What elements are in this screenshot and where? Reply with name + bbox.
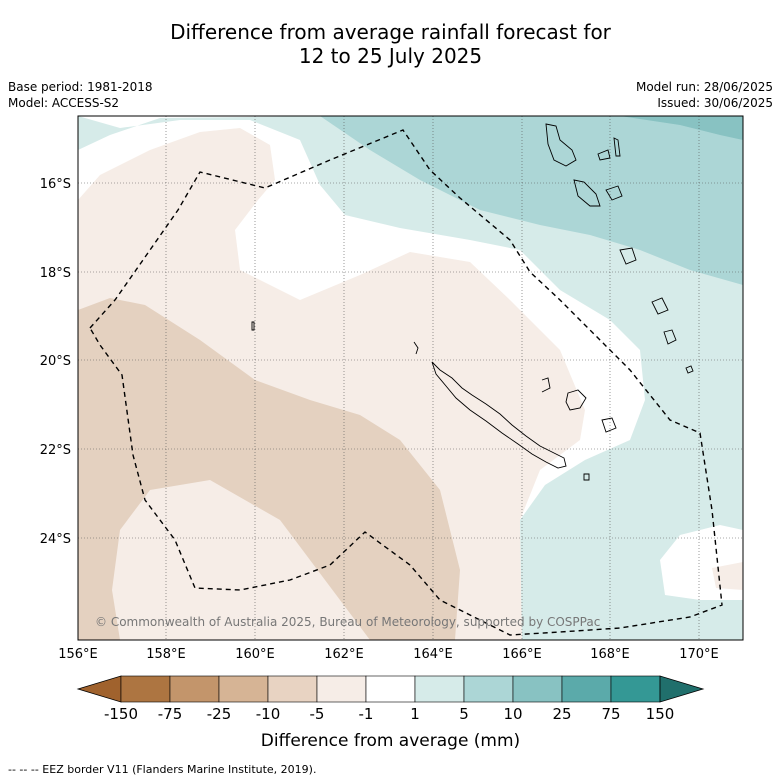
colorbar-segment [561, 675, 612, 703]
colorbar [76, 675, 705, 703]
colorbar-extend-low [76, 675, 122, 703]
lat-tick-label: 24°S [40, 532, 71, 547]
colorbar-label: 25 [552, 705, 572, 723]
matthew-hunter-islands [685, 365, 694, 374]
lon-tick-label: 160°E [235, 647, 275, 662]
colorbar-segment [218, 675, 269, 703]
colorbar-label: -1 [358, 705, 374, 723]
erromango [619, 247, 637, 265]
new-caledonia-coastline [431, 361, 567, 469]
lon-tick-label: 170°E [679, 647, 719, 662]
base-period: Base period: 1981-2018 [8, 80, 153, 94]
lat-tick-label: 18°S [40, 266, 71, 281]
colorbar-segment [267, 675, 318, 703]
latitude-ticks: 16°S 18°S 20°S 22°S 24°S [40, 177, 71, 547]
colorbar-segment [512, 675, 563, 703]
colorbar-title: Difference from average (mm) [260, 731, 521, 751]
colorbar-label: -25 [206, 705, 232, 723]
contour-wet-light [78, 116, 743, 640]
tanna [651, 297, 669, 315]
chesterfield-islet [251, 321, 255, 331]
eez-border [89, 129, 723, 636]
colorbar-label: 10 [503, 705, 523, 723]
ambae [597, 149, 611, 161]
lon-tick-label: 166°E [502, 647, 542, 662]
contour-wet-medium [320, 116, 743, 285]
longitude-ticks: 156°E 158°E 160°E 162°E 164°E 166°E 168°E 170°E [58, 647, 719, 662]
colorbar-label: -10 [255, 705, 281, 723]
colorbar-segment [610, 675, 661, 703]
colorbar-segment [169, 675, 220, 703]
espiritu-santo [545, 123, 577, 167]
lat-tick-label: 22°S [40, 443, 71, 458]
lat-tick-label: 20°S [40, 354, 71, 369]
colorbar-label: -75 [157, 705, 183, 723]
colorbar-label: 5 [459, 705, 469, 723]
colorbar-label: 75 [601, 705, 621, 723]
colorbar-segment [120, 675, 171, 703]
colorbar-label: -150 [103, 705, 139, 723]
contour-dry-light [78, 128, 585, 640]
coastlines [251, 123, 694, 481]
colorbar-label: -5 [309, 705, 325, 723]
colorbar-segment [316, 675, 367, 703]
colorbar-extend-high [659, 675, 705, 703]
lon-tick-label: 156°E [58, 647, 98, 662]
lifou-island [565, 389, 587, 411]
model-name: Model: ACCESS-S2 [8, 96, 120, 110]
model-run: Model run: 28/06/2025 [635, 80, 773, 94]
title-line-1: Difference from average rainfall forecas… [170, 20, 611, 44]
isle-of-pines [583, 473, 590, 481]
contour-wet-strong [620, 116, 743, 140]
efate [605, 185, 623, 201]
maewo-pentecost [613, 137, 621, 157]
colorbar-segment [365, 675, 416, 703]
belep-islands [413, 341, 419, 355]
aneityum [663, 329, 677, 345]
lon-tick-label: 158°E [146, 647, 186, 662]
mare-island [601, 417, 617, 433]
issued-date: Issued: 30/06/2025 [657, 96, 773, 110]
eez-legend: -- -- -- EEZ border V11 (Flanders Marine… [8, 763, 317, 776]
colorbar-segment [414, 675, 465, 703]
contour-dry-medium [78, 298, 460, 640]
copyright-text: © Commonwealth of Australia 2025, Bureau… [95, 615, 600, 629]
malekula [573, 179, 601, 207]
lon-tick-label: 162°E [324, 647, 364, 662]
colorbar-label: 150 [645, 705, 675, 723]
colorbar-label: 1 [410, 705, 420, 723]
contour-dry-east [712, 562, 743, 590]
title-line-2: 12 to 25 July 2025 [298, 44, 483, 68]
graticule [78, 116, 743, 640]
colorbar-segment [463, 675, 514, 703]
lon-tick-label: 168°E [590, 647, 630, 662]
map-frame [77, 115, 744, 641]
lat-tick-label: 16°S [40, 177, 71, 192]
lon-tick-label: 164°E [413, 647, 453, 662]
ouvea-island [541, 377, 551, 393]
forecast-contours [78, 116, 743, 640]
